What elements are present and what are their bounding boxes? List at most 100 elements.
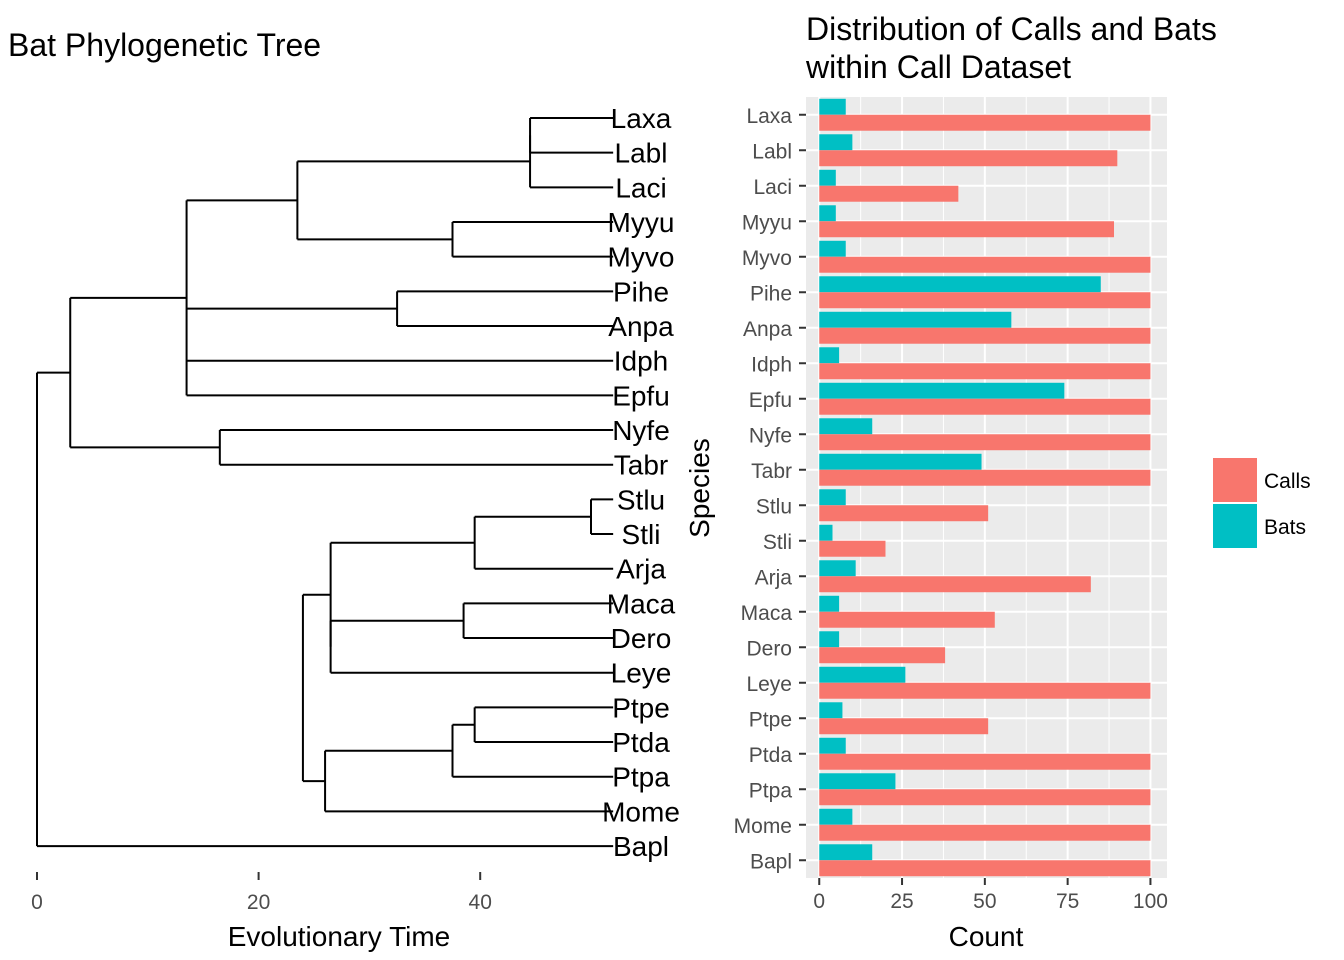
tree-x-axis: 0 20 40 [31,872,492,914]
bar-x-tick-label: 75 [1056,890,1079,913]
tree-tip-label: Ptda [612,727,670,758]
bar-calls [819,292,1151,309]
bar-calls [819,327,1151,344]
bar-y-tick-label: Pihe [750,282,792,305]
bar-calls [819,682,1151,699]
bar-x-tick-label: 25 [890,890,913,913]
tree-tip-label: Stlu [617,484,665,515]
tree-tip-label: Leye [611,658,672,689]
bar-bats [819,169,836,186]
tree-tip-label: Myyu [608,207,675,238]
bar-calls [819,789,1151,806]
bar-calls [819,860,1151,877]
bar-bats [819,347,840,364]
bar-bats [819,240,846,257]
bar-y-tick-label: Epfu [749,389,792,412]
tree-x-tick-label: 0 [31,891,43,914]
tree-tip-label: Maca [607,588,676,619]
tree-title: Bat Phylogenetic Tree [8,27,321,63]
bar-bats [819,311,1012,328]
bar-y-tick-label: Anpa [743,318,792,341]
bar-calls [819,221,1115,238]
bar-y-tick-label: Stlu [756,495,792,518]
bar-y-axis-title: Species [684,438,715,538]
bar-calls [819,718,989,735]
tree-tip-label: Bapl [613,831,669,862]
bar-calls [819,576,1091,593]
bar-y-tick-label: Dero [746,637,792,660]
bar-y-tick-label: Leye [746,673,792,696]
bar-y-tick-label: Tabr [751,460,792,483]
bar-y-tick-label: Idph [751,353,792,376]
bar-y-tick-label: Ptpe [749,708,792,731]
tree-tip-label: Anpa [608,311,674,342]
tree-tip-label: Arja [616,554,666,585]
tree-tip-label: Ptpe [612,692,670,723]
bar-y-tick-label: Labl [752,140,792,163]
bar-bats [819,560,856,577]
bar-x-tick-label: 100 [1133,890,1168,913]
bar-bats [819,205,836,222]
bar-x-axis-title: Count [949,921,1024,952]
tree-tip-label: Stli [622,519,661,550]
bar-legend: Calls Bats [1213,458,1311,548]
bar-y-tick-label: Ptpa [749,779,793,802]
tree-tip-label: Myvo [608,242,675,273]
bar-calls [819,398,1151,415]
bar-chart-panel: Distribution of Calls and Bats within Ca… [684,11,1311,952]
bar-calls [819,753,1151,770]
bar-calls [819,469,1151,486]
bar-bats [819,489,846,506]
bar-bats [819,773,896,790]
bar-calls [819,114,1151,131]
bar-y-tick-label: Mome [734,815,792,838]
bar-y-tick-label: Maca [741,602,793,625]
legend-key [1213,504,1257,548]
bar-bats [819,453,982,470]
bar-bats [819,595,840,612]
bar-calls [819,505,989,522]
bar-bats [819,98,846,115]
tree-branches [36,117,614,848]
bar-y-tick-label: Ptda [749,744,793,767]
bar-x-axis: 0 25 50 75 100 [813,878,1168,913]
tree-tip-label: Pihe [613,276,669,307]
tree-tip-label: Idph [614,346,669,377]
bar-bats [819,702,843,719]
bar-y-tick-label: Laci [753,176,792,199]
bar-calls [819,611,995,628]
bar-chart-title-line-1: Distribution of Calls and Bats [806,11,1217,47]
bar-bats [819,276,1101,293]
bar-calls [819,256,1151,273]
tree-x-tick-label: 20 [247,891,270,914]
bar-y-tick-label: Myvo [742,247,792,270]
bar-y-tick-label: Myyu [742,211,792,234]
bar-calls [819,540,886,557]
legend-label: Bats [1264,516,1306,539]
tree-x-tick-label: 40 [469,891,492,914]
bar-y-tick-label: Stli [763,531,792,554]
bar-calls [819,434,1151,451]
bar-x-tick-label: 0 [813,890,825,913]
tree-tip-label: Laci [615,172,666,203]
bar-bats [819,524,833,541]
bar-bats [819,382,1065,399]
bar-calls [819,647,946,664]
tree-tip-label: Nyfe [612,415,670,446]
bar-bats [819,844,873,861]
bar-calls [819,185,959,202]
bar-y-tick-label: Arja [755,566,793,589]
bar-y-tick-label: Bapl [750,850,792,873]
bar-bats [819,808,853,825]
bar-bats [819,134,853,151]
bar-calls [819,150,1118,167]
bar-bats [819,666,906,683]
tree-tip-label: Mome [602,796,680,827]
bar-y-tick-label: Nyfe [749,424,792,447]
tree-tip-label: Dero [611,623,672,654]
bar-bats [819,737,846,754]
bar-bats [819,418,873,435]
bar-y-axis: Laxa Labl Laci Myyu Myvo Pihe Anpa Idph Epfu Nyfe… [734,105,806,873]
